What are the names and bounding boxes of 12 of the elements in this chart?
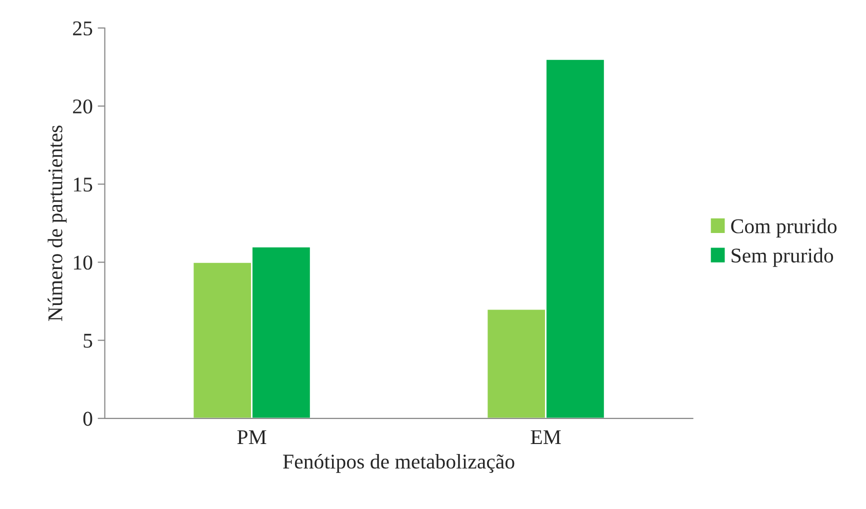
x-tick-label: EM xyxy=(530,430,561,444)
legend-label: Sem prurido xyxy=(732,248,834,267)
y-tick-label: 10 xyxy=(74,256,92,270)
x-tick-label: PM xyxy=(237,430,266,444)
y-tick-label: 15 xyxy=(74,178,92,192)
y-tick-label: 0 xyxy=(83,412,92,426)
y-tick-label: 20 xyxy=(73,99,92,114)
legend-label: Com prurido xyxy=(731,218,837,238)
y-tick-label: 25 xyxy=(73,21,92,36)
y-axis-title: Número de parturientes xyxy=(48,126,67,321)
x-axis-title: Fenótipos de metabolização xyxy=(283,454,514,473)
y-tick-label: 5 xyxy=(84,334,92,348)
